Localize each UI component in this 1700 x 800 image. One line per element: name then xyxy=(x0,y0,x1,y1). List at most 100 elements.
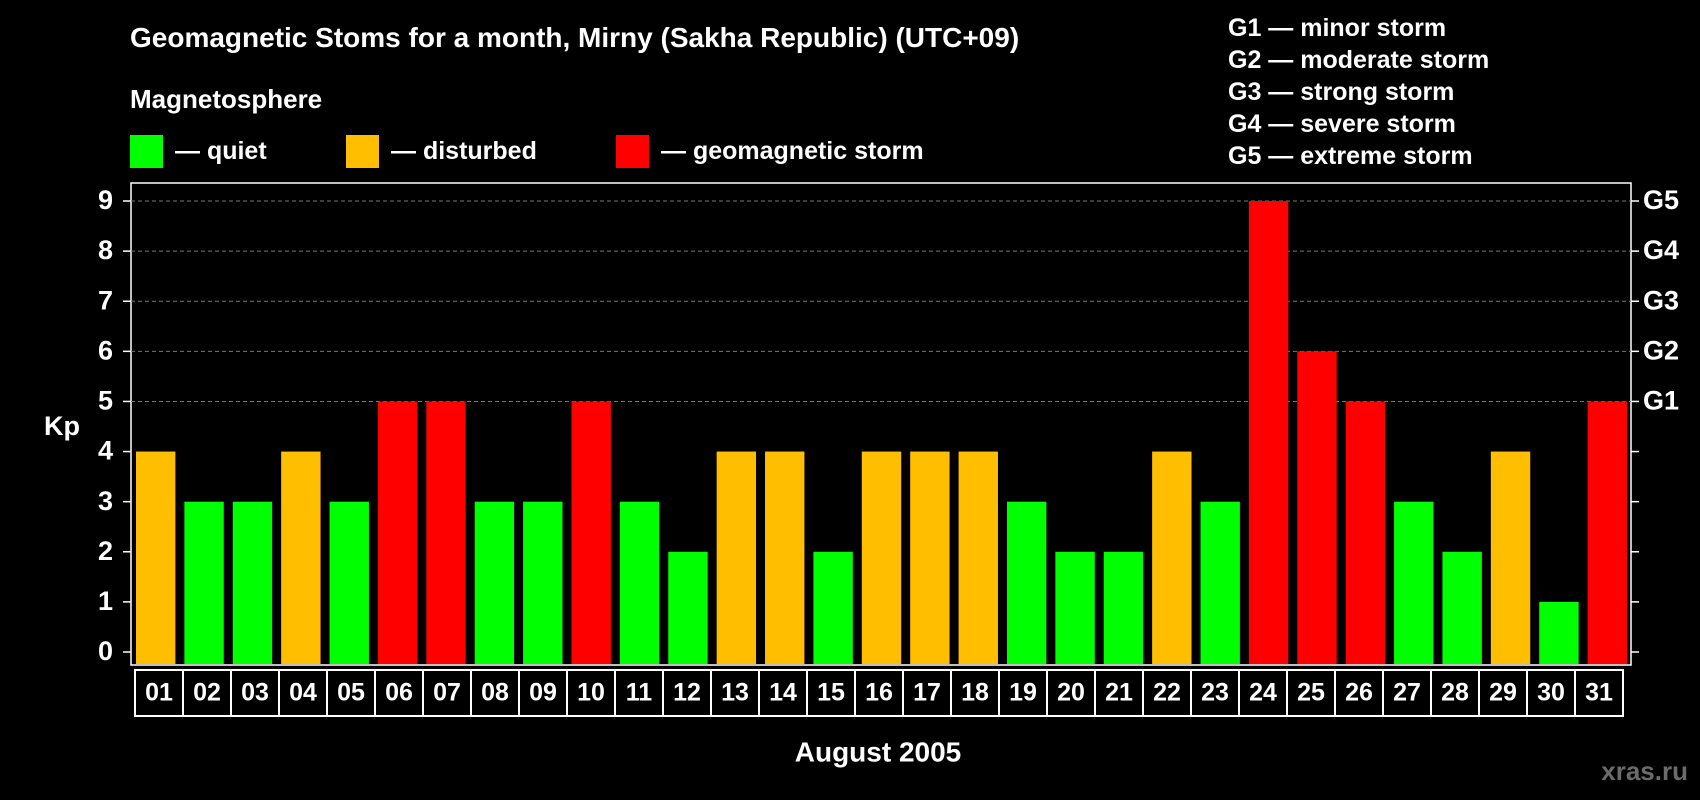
bar-08 xyxy=(474,501,515,664)
bar-27 xyxy=(1394,501,1434,664)
bar-18 xyxy=(958,451,998,664)
bar-22 xyxy=(1152,451,1192,664)
bar-14 xyxy=(765,451,805,664)
bar-02 xyxy=(184,501,224,664)
right-axis-label-g1: G1 xyxy=(1643,386,1679,416)
x-tick-label-02: 02 xyxy=(193,679,221,707)
x-tick-label-20: 20 xyxy=(1057,679,1085,707)
legend-storm-label: — geomagnetic storm xyxy=(661,136,924,165)
bar-05 xyxy=(329,501,369,664)
right-axis-label-g4: G4 xyxy=(1643,235,1679,265)
x-tick-label-22: 22 xyxy=(1153,679,1181,707)
x-tick-label-13: 13 xyxy=(721,679,749,707)
bar-09 xyxy=(523,501,563,664)
bar-06 xyxy=(377,401,418,664)
y-tick-label-1: 1 xyxy=(98,586,113,616)
x-tick-label-30: 30 xyxy=(1537,679,1565,707)
x-tick-label-16: 16 xyxy=(865,679,893,707)
bar-21 xyxy=(1103,551,1144,664)
storm-scale-g3: G3 — strong storm xyxy=(1228,78,1455,106)
storm-scale-g5: G5 — extreme storm xyxy=(1228,142,1473,170)
x-tick-label-03: 03 xyxy=(241,679,269,707)
magnetosphere-label: Magnetosphere xyxy=(130,84,323,114)
storm-scale-g1: G1 — minor storm xyxy=(1228,14,1447,42)
bar-03 xyxy=(232,501,273,664)
bar-12 xyxy=(668,551,708,664)
bar-31 xyxy=(1587,401,1627,664)
right-axis-label-g2: G2 xyxy=(1643,335,1679,365)
legend-quiet: — quiet xyxy=(130,134,267,168)
bar-16 xyxy=(861,451,902,664)
x-tick-label-21: 21 xyxy=(1105,679,1133,707)
legend-storm: — geomagnetic storm xyxy=(616,134,924,168)
y-tick-label-3: 3 xyxy=(98,486,113,516)
y-axis-label: Kp xyxy=(44,411,80,441)
x-tick-label-24: 24 xyxy=(1249,679,1277,707)
legend-quiet-label: — quiet xyxy=(175,136,267,165)
x-tick-label-19: 19 xyxy=(1009,679,1037,707)
x-tick-label-28: 28 xyxy=(1441,679,1469,707)
x-tick-label-31: 31 xyxy=(1585,679,1613,707)
bar-01 xyxy=(136,451,176,664)
bar-29 xyxy=(1490,451,1531,664)
plot-frame xyxy=(130,182,1632,666)
legend-disturbed-swatch xyxy=(346,134,379,168)
x-tick-label-08: 08 xyxy=(481,679,509,707)
storm-scale-g2: G2 — moderate storm xyxy=(1228,46,1490,74)
bar-26 xyxy=(1345,401,1386,664)
bar-07 xyxy=(426,401,466,664)
x-tick-label-06: 06 xyxy=(385,679,413,707)
x-axis-label: August 2005 xyxy=(795,736,962,767)
bar-19 xyxy=(1006,501,1047,664)
right-axis-label-g5: G5 xyxy=(1643,185,1679,215)
legend-quiet-swatch xyxy=(130,134,163,168)
legend-disturbed-label: — disturbed xyxy=(391,136,537,165)
x-tick-label-18: 18 xyxy=(961,679,989,707)
x-tick-label-01: 01 xyxy=(145,679,173,707)
x-tick-label-05: 05 xyxy=(337,679,365,707)
bar-04 xyxy=(281,451,321,664)
x-tick-label-15: 15 xyxy=(817,679,845,707)
bar-11 xyxy=(619,501,660,664)
right-axis-label-g3: G3 xyxy=(1643,285,1679,315)
y-tick-label-7: 7 xyxy=(98,285,113,315)
bar-17 xyxy=(910,451,950,664)
y-tick-label-5: 5 xyxy=(98,386,113,416)
y-tick-label-4: 4 xyxy=(98,436,113,466)
y-tick-label-2: 2 xyxy=(98,536,113,566)
bar-13 xyxy=(716,451,757,664)
x-tick-label-17: 17 xyxy=(913,679,941,707)
bar-23 xyxy=(1200,501,1240,664)
x-tick-label-12: 12 xyxy=(673,679,701,707)
x-tick-label-25: 25 xyxy=(1297,679,1325,707)
bar-10 xyxy=(571,401,611,664)
x-tick-label-09: 09 xyxy=(529,679,557,707)
chart-title: Geomagnetic Stoms for a month, Mirny (Sa… xyxy=(130,22,1020,53)
y-tick-label-9: 9 xyxy=(98,185,113,215)
bar-30 xyxy=(1539,601,1579,664)
bar-28 xyxy=(1442,551,1482,664)
bar-20 xyxy=(1055,551,1095,664)
y-tick-label-6: 6 xyxy=(98,335,113,365)
x-tick-label-04: 04 xyxy=(289,679,317,707)
bar-24 xyxy=(1248,201,1289,664)
watermark: xras.ru xyxy=(1601,756,1688,786)
x-tick-label-23: 23 xyxy=(1201,679,1229,707)
legend-storm-swatch xyxy=(616,134,649,168)
y-tick-label-0: 0 xyxy=(98,636,113,666)
x-tick-label-27: 27 xyxy=(1393,679,1421,707)
legend-disturbed: — disturbed xyxy=(346,134,537,168)
x-tick-label-07: 07 xyxy=(433,679,461,707)
y-tick-label-8: 8 xyxy=(98,235,113,265)
bar-15 xyxy=(813,551,853,664)
x-tick-label-26: 26 xyxy=(1345,679,1373,707)
day-label-box xyxy=(134,669,1624,717)
x-tick-label-10: 10 xyxy=(577,679,605,707)
storm-scale-g4: G4 — severe storm xyxy=(1228,110,1456,138)
x-tick-label-14: 14 xyxy=(769,679,797,707)
bar-25 xyxy=(1297,351,1337,664)
x-tick-label-29: 29 xyxy=(1489,679,1517,707)
x-tick-label-11: 11 xyxy=(626,679,653,707)
storm-scale-legend: G1 — minor storm G2 — moderate storm G3 … xyxy=(1228,12,1489,172)
